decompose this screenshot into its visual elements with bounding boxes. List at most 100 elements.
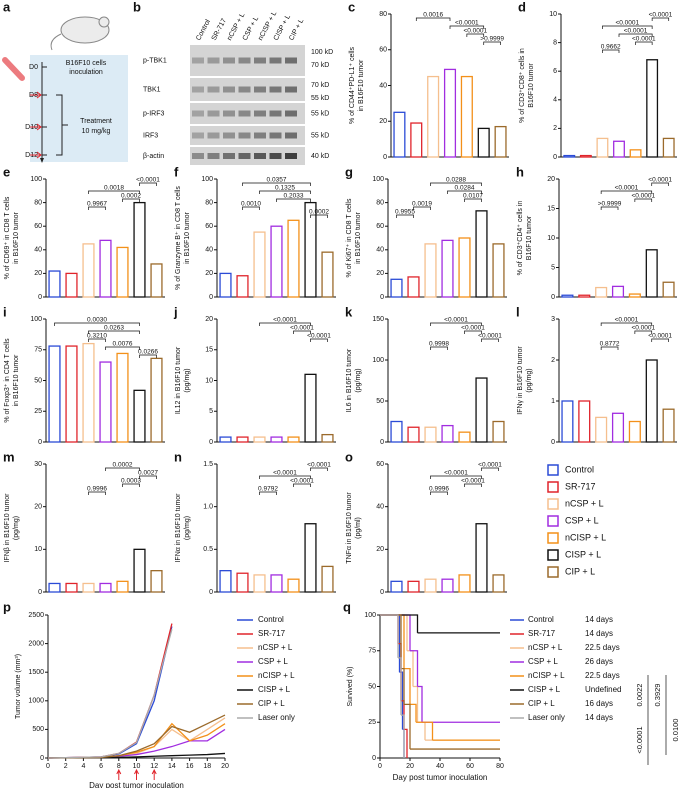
bar xyxy=(219,570,232,593)
blot-band xyxy=(192,86,204,93)
mouse-ear xyxy=(98,16,110,28)
bar xyxy=(236,275,249,298)
blot-band xyxy=(192,153,204,159)
kd-marker: 55 kD xyxy=(311,132,329,139)
kd-marker: 40 kD xyxy=(311,153,329,160)
bar xyxy=(407,426,420,443)
significance-bracket xyxy=(466,33,485,37)
survival-step xyxy=(404,728,408,758)
p-value: <0.0001 xyxy=(273,317,297,324)
y-tick-label: 0 xyxy=(551,439,555,446)
blot-band xyxy=(254,110,266,117)
significance-bracket xyxy=(634,198,653,202)
blot-band xyxy=(285,132,297,139)
significance-bracket xyxy=(139,354,157,358)
legend-label: CISP + L xyxy=(258,685,291,694)
significance-bracket xyxy=(88,338,106,342)
p-value: 0.0019 xyxy=(412,201,432,208)
y-tick-label: 2500 xyxy=(28,612,44,619)
p-value: 0.9967 xyxy=(87,201,107,208)
survival-step xyxy=(380,614,401,673)
blot-band xyxy=(285,110,297,117)
blot-band xyxy=(238,132,251,139)
bar xyxy=(629,149,642,158)
bar xyxy=(579,154,592,158)
survival-step xyxy=(398,657,402,716)
y-tick-label: 10 xyxy=(549,11,557,18)
survival-step xyxy=(380,614,411,651)
legend-label: CSP + L xyxy=(258,657,288,666)
y-tick-label: 0.5 xyxy=(203,546,213,553)
bar xyxy=(458,574,471,593)
y-tick-label: 20 xyxy=(34,504,42,511)
x-tick-label: 12 xyxy=(150,763,158,770)
y-tick-label: 1000 xyxy=(28,698,44,705)
blot-band xyxy=(223,86,235,93)
series-line xyxy=(47,623,173,759)
p-value: 0.9662 xyxy=(601,44,621,51)
significance-bracket xyxy=(635,41,653,45)
y-tick-label: 15 xyxy=(547,205,555,212)
legend-swatch xyxy=(547,515,559,527)
blot-band xyxy=(269,153,282,159)
significance-bracket xyxy=(430,346,448,350)
significance-bracket xyxy=(651,338,669,342)
blot-band xyxy=(254,86,266,93)
significance-bracket xyxy=(242,206,260,210)
p-value: >0.9999 xyxy=(598,201,622,208)
y-tick-label: 40 xyxy=(205,247,213,254)
y-tick-label: 100 xyxy=(201,176,213,183)
blot-band xyxy=(254,57,266,64)
x-tick-label: 16 xyxy=(186,763,194,770)
y-tick-label: 100 xyxy=(30,176,42,183)
legend-label: CSP + L xyxy=(565,515,599,525)
y-axis-label: IL12 in B16F10 tumor xyxy=(175,346,182,414)
legend-label: SR-717 xyxy=(258,629,286,638)
kd-marker: 70 kD xyxy=(311,82,329,89)
panel-label: f xyxy=(174,164,179,179)
y-tick-label: 3 xyxy=(551,316,555,323)
y-tick-label: 20 xyxy=(376,546,384,553)
bar xyxy=(253,231,266,298)
y-tick-label: 30 xyxy=(34,461,42,468)
legend-label: CIP + L xyxy=(258,699,285,708)
bar xyxy=(150,357,163,443)
x-tick-label: 60 xyxy=(466,763,474,770)
bar xyxy=(475,523,488,593)
bar xyxy=(646,59,659,158)
x-tick-label: 0 xyxy=(378,763,382,770)
bar xyxy=(99,239,112,298)
blot-band xyxy=(269,86,282,93)
p-value: 0.0107 xyxy=(463,193,483,200)
bar xyxy=(460,75,473,158)
survival-step xyxy=(380,614,399,658)
significance-bracket xyxy=(447,190,482,194)
survival-step xyxy=(410,703,417,723)
blot-band xyxy=(207,132,220,139)
treatment-brace xyxy=(56,94,68,156)
p-value: 0.0010 xyxy=(241,201,261,208)
blot-band xyxy=(269,132,282,139)
legend-label: CISP + L xyxy=(565,549,601,559)
legend-label: nCISP + L xyxy=(528,671,565,680)
p-value: 0.0002 xyxy=(121,193,141,200)
blot-band xyxy=(238,110,251,117)
bar xyxy=(270,436,283,443)
significance-bracket xyxy=(259,322,311,326)
bar xyxy=(662,408,675,443)
significance-bracket xyxy=(464,483,482,487)
legend-label: nCISP + L xyxy=(565,532,606,542)
y-tick-label: 100 xyxy=(372,176,384,183)
bar xyxy=(595,416,608,443)
p-value: 0.9792 xyxy=(258,486,278,493)
bar xyxy=(82,243,95,298)
p-value: <0.0001 xyxy=(649,12,673,19)
blot-row-label: p-TBK1 xyxy=(143,57,167,64)
panel-label: k xyxy=(345,304,353,319)
bar xyxy=(595,286,608,298)
y-tick-label: 40 xyxy=(376,247,384,254)
x-axis-label: Day post tumor inoculation xyxy=(89,781,184,788)
y-tick-label: 0 xyxy=(38,439,42,446)
bar xyxy=(578,294,591,298)
blot-band xyxy=(269,57,282,64)
